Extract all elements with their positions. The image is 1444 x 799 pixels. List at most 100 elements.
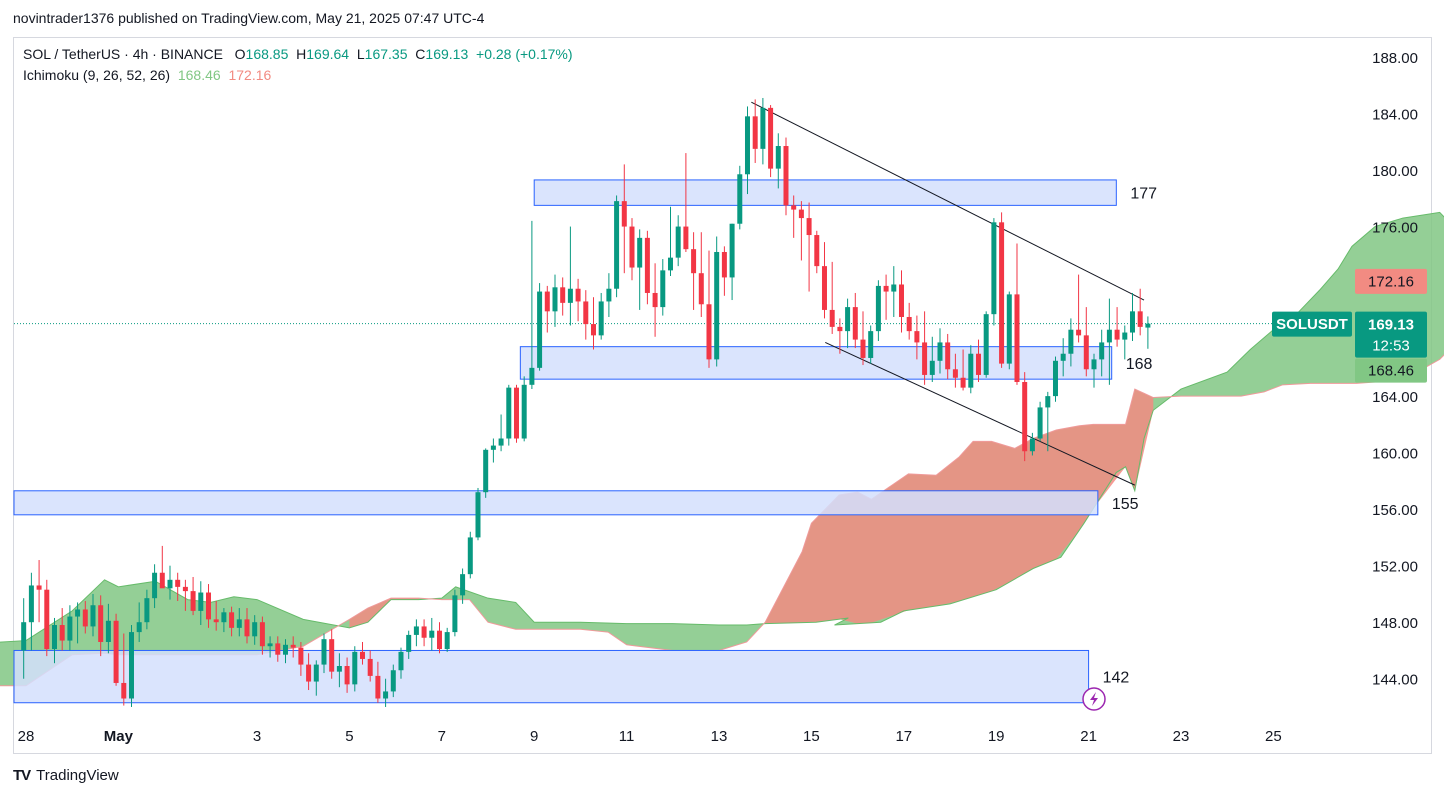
candle: [182, 579, 188, 611]
candle-body: [352, 651, 358, 685]
candle: [1045, 391, 1051, 452]
candle: [128, 625, 134, 707]
candle: [221, 608, 227, 633]
open-value: 168.85: [245, 46, 289, 62]
zone-label-155: 155: [1112, 496, 1139, 513]
candle: [929, 336, 935, 382]
candle-body: [75, 609, 81, 617]
candle-body: [929, 360, 935, 375]
candle: [190, 576, 196, 616]
candle: [59, 608, 65, 651]
candles: [21, 97, 1151, 707]
candle: [629, 218, 635, 281]
high-value: 169.64: [306, 46, 350, 62]
candle: [868, 325, 874, 364]
candle-body: [729, 223, 735, 278]
candle-body: [198, 592, 204, 611]
candle-body: [321, 639, 327, 665]
candle-body: [1091, 359, 1097, 370]
candle: [267, 636, 273, 658]
candle-body: [1052, 360, 1058, 397]
candle: [1114, 307, 1120, 347]
candle: [652, 263, 658, 337]
candle: [675, 215, 681, 267]
candle-body: [1014, 294, 1020, 382]
candle: [313, 660, 319, 696]
candle-body: [529, 367, 535, 385]
candle: [983, 311, 989, 378]
candle-body: [1076, 329, 1082, 336]
price-axis: 188.00184.00180.00176.00172.00168.00164.…: [1372, 50, 1418, 689]
indicator-value-span-b: 172.16: [228, 67, 272, 83]
candle-body: [1068, 329, 1074, 354]
candle: [729, 223, 735, 301]
x-tick-label: May: [104, 728, 134, 745]
candle: [575, 278, 581, 322]
candle: [975, 339, 981, 382]
candle: [706, 250, 712, 368]
candle: [452, 589, 458, 637]
candle-body: [667, 257, 673, 271]
candle: [583, 290, 589, 340]
candle: [544, 285, 550, 333]
candle-body: [367, 658, 373, 676]
y-tick-label: 180.00: [1372, 163, 1418, 180]
cloud-bull-area: [0, 212, 1444, 686]
candle-body: [213, 619, 219, 623]
candle-body: [906, 316, 912, 332]
candle: [737, 165, 743, 230]
candle: [1076, 274, 1082, 343]
tradingview-logo[interactable]: TV TradingView: [13, 767, 119, 784]
candle-body: [275, 643, 281, 655]
candle-body: [629, 226, 635, 268]
candle-body: [190, 591, 196, 611]
candle-body: [852, 307, 858, 340]
candle: [683, 153, 689, 252]
chart-frame[interactable]: [13, 37, 1432, 754]
indicator-value-span-a: 168.46: [177, 67, 221, 83]
candle-body: [383, 691, 389, 699]
candle-body: [1114, 329, 1120, 340]
candle-body: [721, 251, 727, 278]
candle: [791, 195, 797, 238]
indicator-row[interactable]: Ichimoku (9, 26, 52, 26) 168.46 172.16: [23, 65, 573, 86]
candle-body: [898, 284, 904, 317]
candle: [1029, 432, 1035, 456]
candle-body: [413, 626, 419, 635]
candle-body: [575, 288, 581, 302]
candle-body: [860, 339, 866, 358]
candle-body: [483, 449, 489, 493]
candle-body: [498, 438, 504, 446]
close-value: 169.13: [425, 46, 469, 62]
candle: [952, 353, 958, 388]
span-a-price-label: 168.46: [1368, 363, 1414, 380]
symbol-price-tag: SOLUSDT: [1276, 316, 1348, 333]
candle: [945, 333, 951, 380]
candle: [252, 615, 258, 645]
candle: [829, 261, 835, 334]
candle-body: [975, 353, 981, 375]
publish-caption: novintrader1376 published on TradingView…: [13, 10, 485, 26]
candle-body: [136, 622, 142, 633]
candle-body: [506, 387, 512, 439]
zone-label-177: 177: [1130, 186, 1157, 203]
candle-body: [744, 116, 750, 175]
candle-body: [775, 146, 781, 169]
chart-legend: SOL / TetherUS · 4h · BINANCE O168.85 H1…: [23, 44, 573, 86]
candle-body: [406, 634, 412, 652]
lightning-icon[interactable]: [1082, 687, 1106, 711]
candle-body: [999, 222, 1005, 364]
candle-body: [814, 235, 820, 267]
candle: [937, 328, 943, 374]
candle: [883, 274, 889, 320]
candle: [159, 545, 165, 589]
candle: [167, 565, 173, 600]
candle: [275, 636, 281, 662]
candle: [837, 318, 843, 354]
tradingview-name: TradingView: [36, 767, 119, 784]
candle-body: [205, 592, 211, 620]
candle-body: [983, 314, 989, 375]
candle: [298, 641, 304, 676]
candle-body: [282, 644, 288, 655]
